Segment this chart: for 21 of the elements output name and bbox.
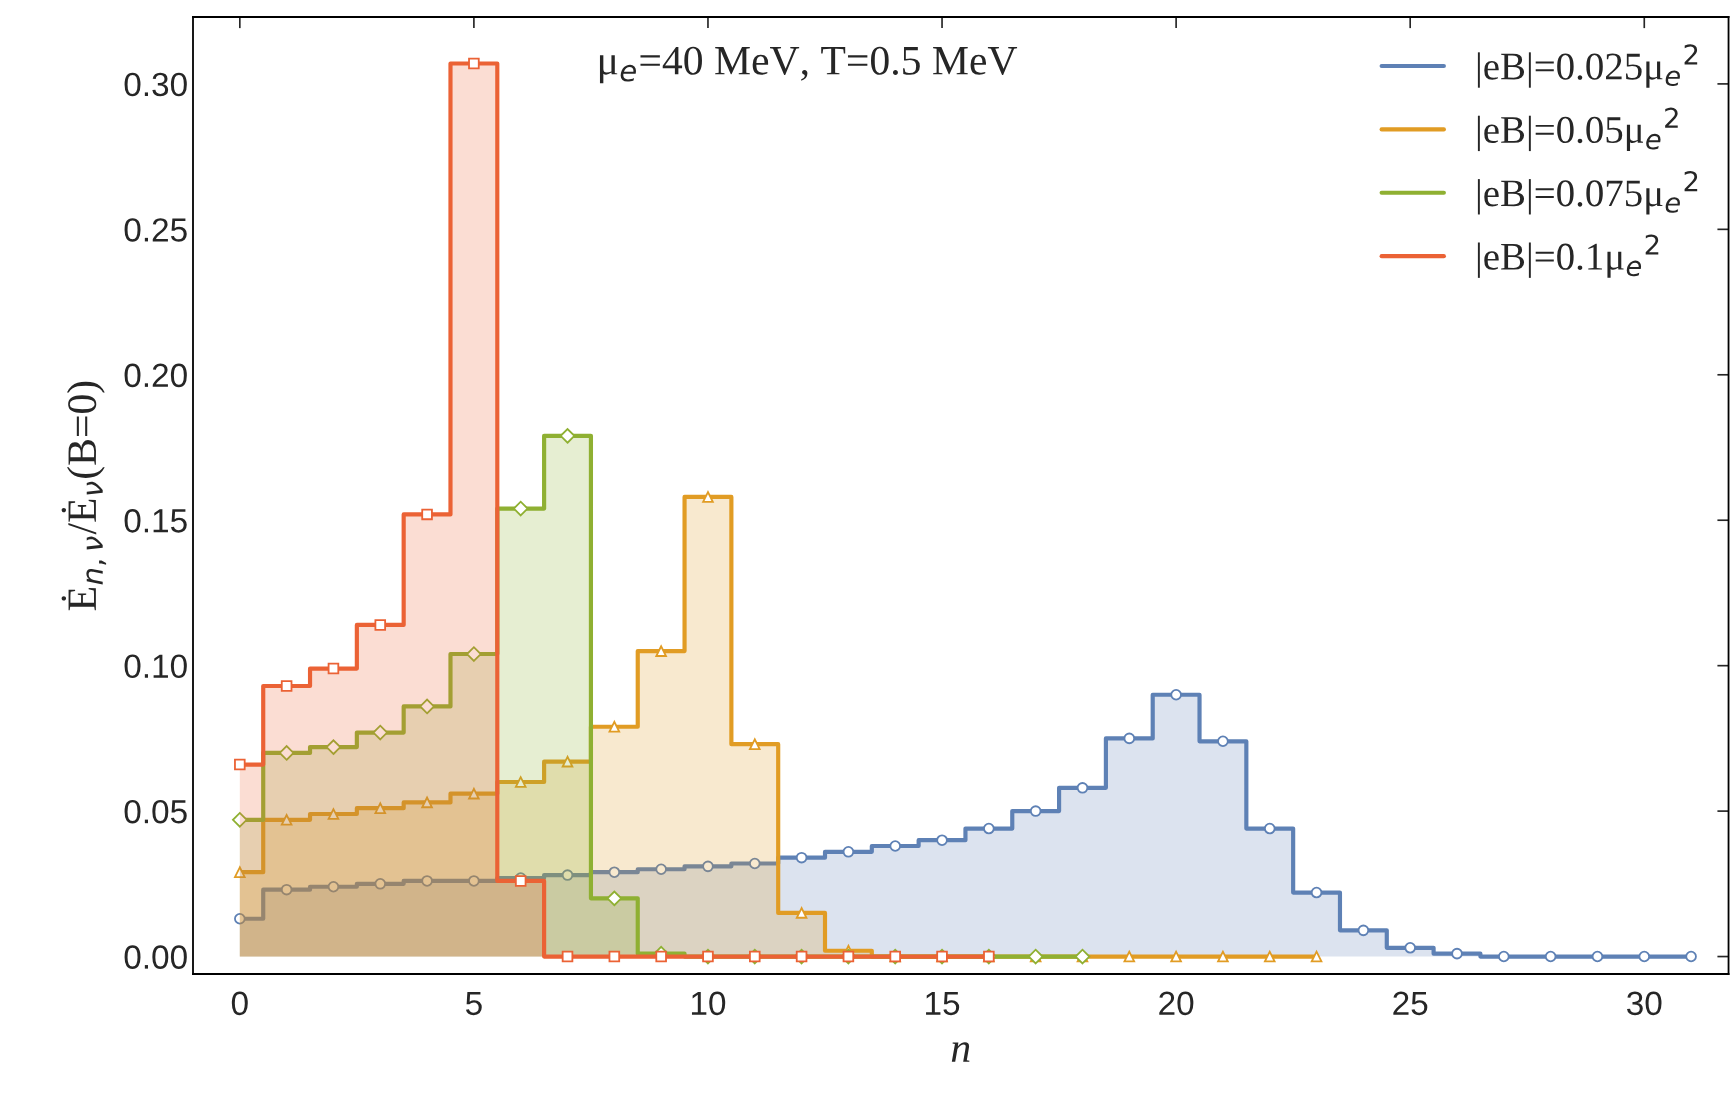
x-tick-label: 20 <box>1159 991 1194 1016</box>
x-tick-label: 5 <box>465 991 482 1016</box>
x-axis-title: n <box>951 1042 970 1062</box>
x-tick-label: 10 <box>691 991 726 1016</box>
y-tick-label: 0.20 <box>124 363 187 388</box>
annotation: μ$_{e}$=40 MeV, T=0.5 MeV <box>599 46 1018 84</box>
y-tick-label: 0.15 <box>124 509 187 533</box>
x-tick-label: 15 <box>926 991 960 1016</box>
y-tick-label: 0.05 <box>124 799 187 824</box>
x-tick-label: 30 <box>1627 991 1662 1016</box>
legend-label: |eB|=0.025μ$_{e}$$^{2}$ <box>1477 44 1698 88</box>
y-tick-label: 0.25 <box>124 218 187 242</box>
y-tick-label: 0.00 <box>124 945 187 969</box>
x-tick-label: 0 <box>231 991 248 1016</box>
legend-label: |eB|=0.05μ$_{e}$$^{2}$ <box>1477 107 1678 152</box>
y-axis-title: Ė$_{n,ν}$/Ė$_{ν}$(B=0) <box>61 381 107 611</box>
x-tick-label: 25 <box>1393 991 1428 1016</box>
legend-label: |eB|=0.075μ$_{e}$$^{2}$ <box>1477 171 1698 215</box>
y-tick-label: 0.10 <box>124 654 187 679</box>
legend-label: |eB|=0.1μ$_{e}$$^{2}$ <box>1477 234 1659 278</box>
y-tick-label: 0.30 <box>124 72 187 97</box>
